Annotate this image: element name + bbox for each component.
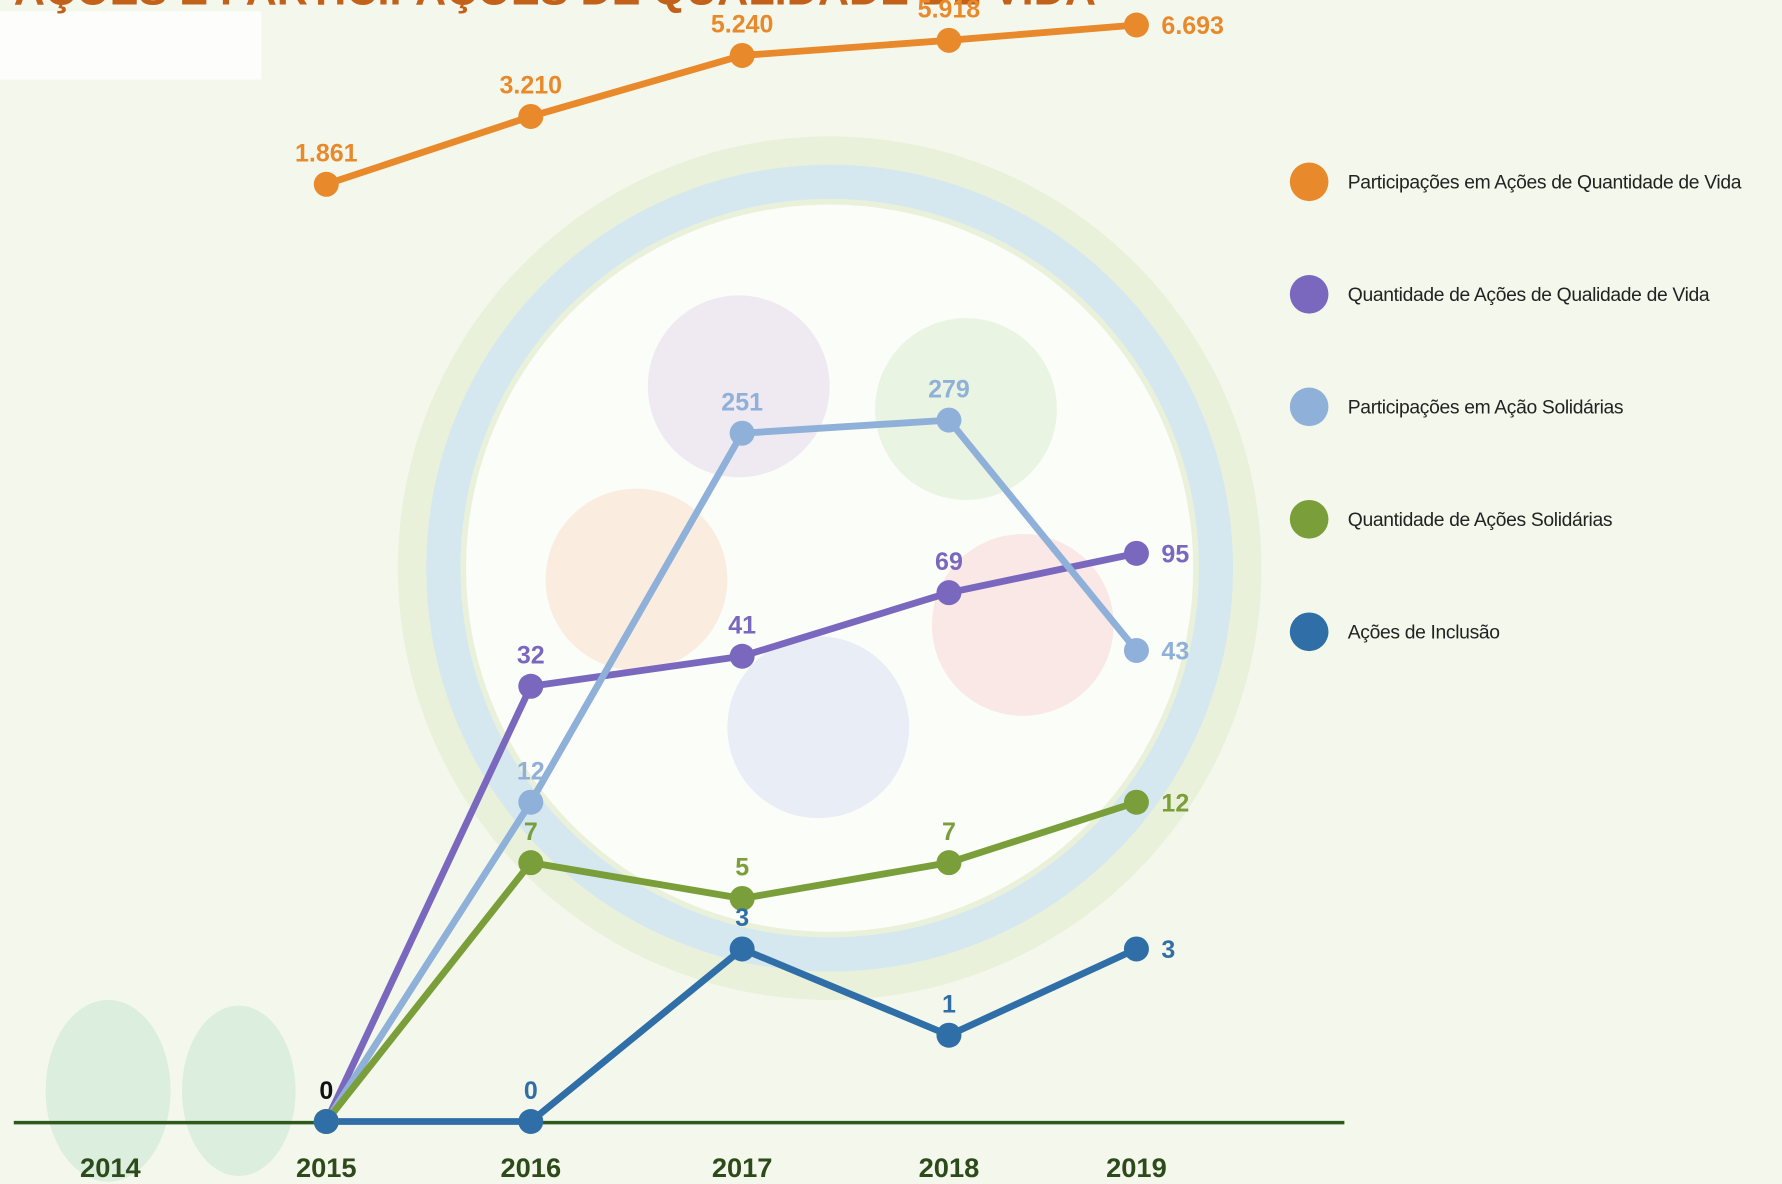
data-point bbox=[1124, 638, 1149, 663]
data-label: 7 bbox=[942, 818, 956, 846]
data-label: 69 bbox=[935, 548, 963, 576]
data-point bbox=[936, 28, 961, 53]
legend-marker bbox=[1290, 387, 1329, 426]
data-label: 279 bbox=[928, 375, 970, 403]
data-label: 95 bbox=[1161, 540, 1189, 568]
data-point bbox=[518, 1109, 543, 1134]
data-point bbox=[936, 580, 961, 605]
data-label: 251 bbox=[721, 388, 763, 416]
data-label: 3.210 bbox=[500, 72, 563, 100]
data-label: 43 bbox=[1161, 638, 1189, 666]
data-label: 12 bbox=[1161, 789, 1189, 817]
legend-label: Participações em Ação Solidárias bbox=[1348, 398, 1623, 419]
data-label: 5.240 bbox=[711, 11, 774, 39]
data-point bbox=[936, 408, 961, 433]
data-label: 1 bbox=[942, 990, 956, 1018]
data-point bbox=[730, 421, 755, 446]
decor-icon bbox=[546, 489, 728, 671]
data-point bbox=[518, 790, 543, 815]
data-label: 5.918 bbox=[918, 0, 981, 24]
x-tick-label: 2018 bbox=[919, 1152, 980, 1183]
data-point bbox=[518, 850, 543, 875]
data-point bbox=[1124, 541, 1149, 566]
data-label: 7 bbox=[524, 818, 538, 846]
decor-tree bbox=[182, 1006, 296, 1176]
data-point bbox=[1124, 790, 1149, 815]
x-tick-label: 2015 bbox=[296, 1152, 357, 1183]
data-point bbox=[1124, 12, 1149, 37]
chart: AÇÕES E PARTICIPAÇÕES DE QUALIDADE DE VI… bbox=[0, 0, 1782, 1184]
data-point bbox=[314, 1109, 339, 1134]
data-label: 3 bbox=[1161, 936, 1175, 964]
legend-marker bbox=[1290, 162, 1329, 201]
data-label: 5 bbox=[735, 854, 749, 882]
data-point bbox=[730, 43, 755, 68]
data-point bbox=[1124, 936, 1149, 961]
x-tick-label: 2016 bbox=[500, 1152, 561, 1183]
page: AÇÕES E PARTICIPAÇÕES DE QUALIDADE DE VI… bbox=[0, 0, 1782, 1184]
data-point bbox=[936, 850, 961, 875]
legend-marker bbox=[1290, 612, 1329, 651]
data-point bbox=[730, 936, 755, 961]
data-point bbox=[518, 674, 543, 699]
decor-cloud bbox=[0, 11, 261, 79]
legend-marker bbox=[1290, 500, 1329, 539]
legend-label: Quantidade de Ações de Qualidade de Vida bbox=[1348, 285, 1710, 306]
x-tick-label: 2019 bbox=[1106, 1152, 1167, 1183]
data-point bbox=[518, 104, 543, 129]
legend-marker bbox=[1290, 275, 1329, 314]
data-label: 32 bbox=[517, 642, 545, 670]
data-point bbox=[936, 1023, 961, 1048]
data-label: 41 bbox=[728, 612, 756, 640]
decor-icon bbox=[648, 295, 830, 477]
data-label: 1.861 bbox=[295, 140, 358, 168]
data-point bbox=[314, 172, 339, 197]
data-label: 12 bbox=[517, 758, 545, 786]
decor-icon bbox=[875, 318, 1057, 500]
legend-label: Participações em Ações de Quantidade de … bbox=[1348, 173, 1742, 194]
decor-icon bbox=[727, 636, 909, 818]
legend-label: Ações de Inclusão bbox=[1348, 623, 1500, 644]
data-label: 0 bbox=[319, 1077, 333, 1105]
legend-label: Quantidade de Ações Solidárias bbox=[1348, 510, 1612, 531]
x-tick-label: 2014 bbox=[80, 1152, 141, 1183]
x-tick-label: 2017 bbox=[712, 1152, 773, 1183]
data-label: 6.693 bbox=[1161, 12, 1224, 40]
data-label: 3 bbox=[735, 904, 749, 932]
data-label: 0 bbox=[524, 1077, 538, 1105]
data-point bbox=[730, 644, 755, 669]
